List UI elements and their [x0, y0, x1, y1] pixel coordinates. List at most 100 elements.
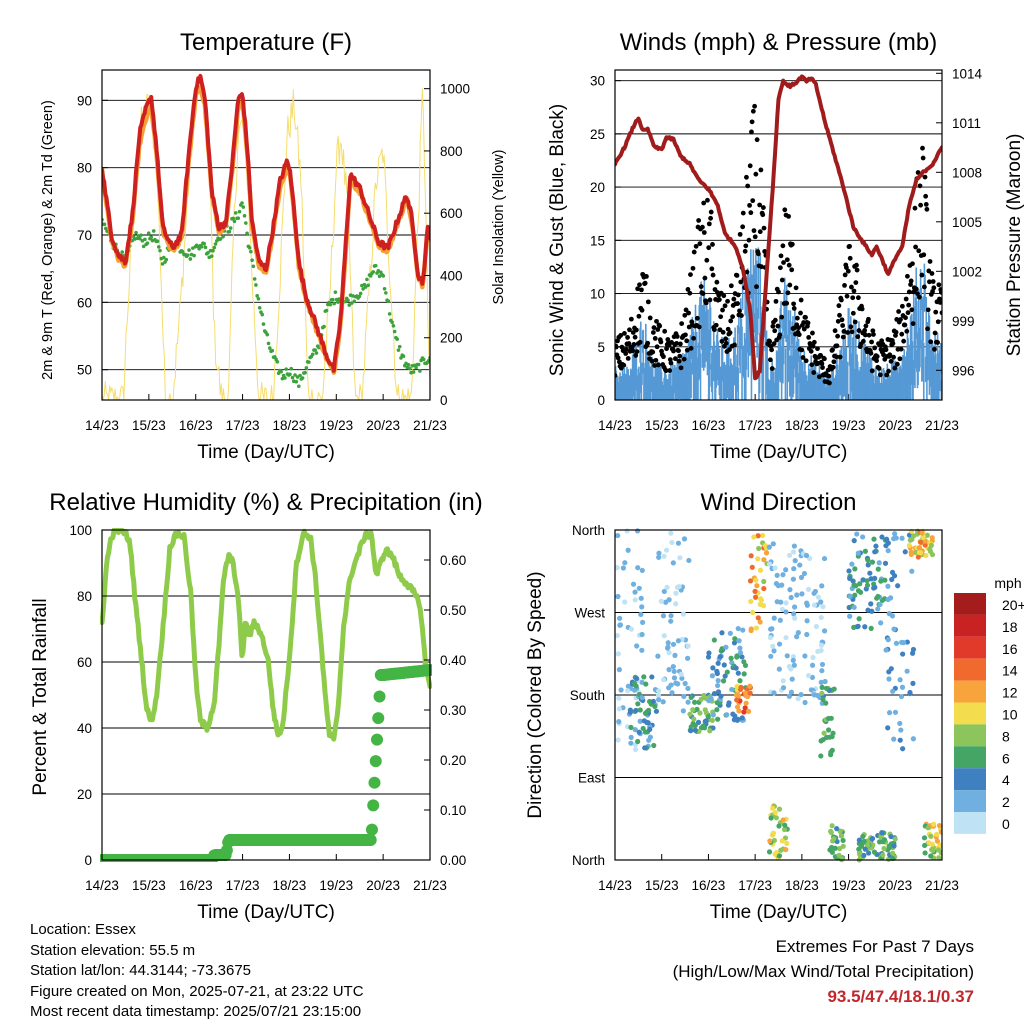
dewpoint-point	[233, 211, 238, 215]
gust-point	[750, 108, 756, 114]
direction-point	[751, 534, 757, 540]
dewpoint-point	[387, 312, 392, 316]
gust-point	[676, 348, 681, 354]
gust-point	[708, 209, 714, 215]
direction-point	[783, 609, 789, 615]
gust-point	[654, 318, 659, 324]
gust-point	[655, 362, 661, 368]
direction-point	[936, 823, 942, 829]
dewpoint-point	[221, 234, 225, 239]
y2-tick-label: 0.40	[440, 653, 466, 668]
direction-point	[748, 627, 754, 634]
direction-point	[783, 635, 789, 641]
direction-point	[747, 683, 753, 689]
direction-point	[660, 699, 666, 705]
gust-point	[811, 370, 817, 375]
dewpoint-point	[267, 346, 272, 350]
gust-point	[826, 373, 832, 379]
direction-point	[934, 831, 940, 838]
gust-point	[653, 357, 659, 363]
direction-point	[649, 674, 655, 680]
gust-point	[676, 358, 682, 364]
direction-point	[852, 592, 858, 598]
gust-point	[744, 269, 750, 275]
gust-point	[631, 341, 637, 347]
gust-point	[759, 264, 764, 270]
panel-2-y2label: Station Pressure (Maroon)	[1004, 134, 1024, 357]
gust-point	[922, 174, 928, 180]
gust-point	[775, 323, 781, 329]
gust-point	[639, 287, 644, 293]
direction-point	[639, 604, 645, 610]
direction-point	[757, 619, 763, 625]
gust-point	[899, 331, 905, 337]
gust-series	[615, 103, 942, 386]
gust-point	[734, 273, 740, 278]
direction-point	[615, 651, 621, 657]
precip-point	[372, 712, 385, 725]
dewpoint-point	[324, 308, 329, 313]
gust-point	[657, 323, 663, 329]
direction-point	[714, 700, 720, 706]
dewpoint-point	[406, 363, 411, 367]
direction-point	[855, 623, 861, 629]
direction-point	[868, 576, 874, 582]
direction-point	[675, 638, 682, 644]
colorbar-label: 20+	[1002, 597, 1024, 613]
gust-point	[785, 290, 791, 296]
y-tick-label: 15	[590, 233, 605, 248]
direction-point	[869, 835, 876, 842]
gust-point	[627, 327, 632, 333]
gust-point	[798, 297, 804, 303]
direction-point	[819, 668, 825, 674]
gust-point	[855, 295, 861, 301]
gust-point	[623, 346, 629, 352]
gust-point	[625, 335, 630, 340]
colorbar-swatch	[954, 702, 986, 725]
direction-point	[777, 617, 783, 623]
gust-point	[749, 129, 754, 135]
dewpoint-point	[218, 237, 223, 241]
gust-point	[805, 320, 811, 326]
direction-point	[643, 681, 649, 687]
direction-point	[753, 625, 759, 631]
dewpoint-point	[164, 257, 169, 262]
direction-point	[828, 715, 834, 721]
direction-point	[672, 652, 678, 658]
direction-point	[798, 692, 804, 698]
y2-tick-label: 0.20	[440, 753, 466, 768]
gust-point	[844, 265, 849, 270]
direction-point	[855, 550, 861, 556]
dewpoint-point	[203, 245, 208, 250]
gust-point	[862, 332, 868, 338]
direction-point	[875, 606, 881, 612]
gust-point	[720, 307, 725, 313]
gust-point	[869, 339, 874, 345]
gust-point	[840, 323, 846, 328]
direction-point	[685, 643, 691, 649]
dewpoint-point	[313, 348, 318, 352]
gust-point	[671, 348, 676, 354]
direction-point	[733, 692, 740, 698]
precip-point	[371, 733, 384, 746]
direction-point	[821, 555, 828, 562]
gust-point	[787, 282, 793, 288]
direction-point	[922, 850, 928, 856]
direction-point	[748, 553, 754, 559]
gust-point	[674, 340, 680, 346]
direction-point	[889, 613, 896, 619]
x-tick-label: 21/23	[925, 418, 959, 433]
colorbar-label: 12	[1002, 685, 1018, 701]
y2-tick-label: 1014	[952, 66, 983, 81]
gust-point	[749, 119, 755, 125]
direction-point	[893, 535, 899, 541]
direction-point	[786, 693, 792, 699]
direction-point	[892, 709, 899, 715]
gust-point	[815, 346, 820, 352]
direction-point	[899, 639, 905, 646]
direction-point	[851, 582, 857, 588]
y2-tick-label: 1000	[440, 82, 470, 97]
gust-point	[757, 229, 763, 235]
gust-point	[767, 357, 773, 363]
dewpoint-point	[143, 237, 147, 242]
